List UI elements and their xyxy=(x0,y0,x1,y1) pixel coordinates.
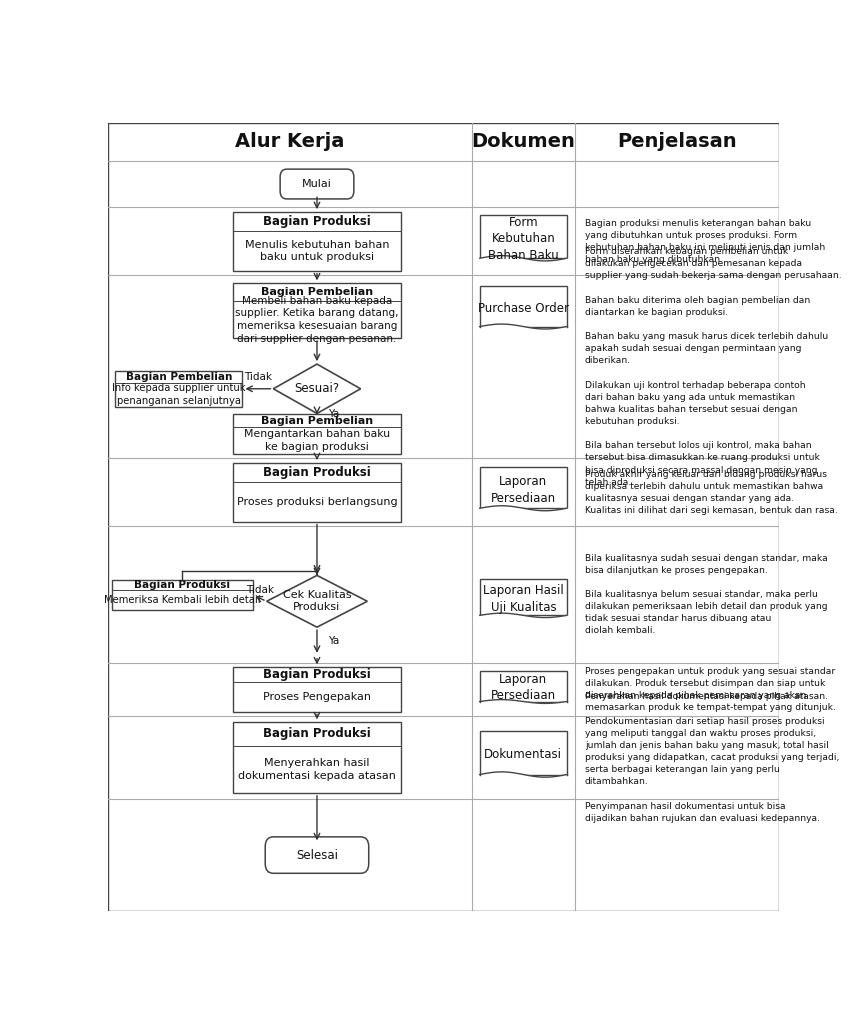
Text: Cek Kualitas
Produksi: Cek Kualitas Produksi xyxy=(282,591,352,612)
Text: Tidak: Tidak xyxy=(246,585,274,595)
Bar xyxy=(480,731,567,774)
Text: Bagian produksi menulis keterangan bahan baku
yang dibutuhkan untuk proses produ: Bagian produksi menulis keterangan bahan… xyxy=(585,219,825,264)
Text: Tidak: Tidak xyxy=(244,372,272,382)
FancyBboxPatch shape xyxy=(265,837,369,873)
Text: Bagian Produksi: Bagian Produksi xyxy=(263,727,371,740)
Bar xyxy=(233,463,401,521)
Text: Laporan
Persediaan: Laporan Persediaan xyxy=(491,475,556,505)
Text: Bagian Produksi: Bagian Produksi xyxy=(263,215,371,228)
Text: Bagian Produksi: Bagian Produksi xyxy=(134,580,230,590)
Text: Dokumentasi: Dokumentasi xyxy=(484,749,562,762)
Text: Proses pengepakan untuk produk yang sesuai standar
dilakukan. Produk tersebut di: Proses pengepakan untuk produk yang sesu… xyxy=(585,667,836,713)
Text: Bagian Produksi: Bagian Produksi xyxy=(263,668,371,681)
Polygon shape xyxy=(267,575,367,627)
Text: Menyerahkan hasil
dokumentasi kepada atasan: Menyerahkan hasil dokumentasi kepada ata… xyxy=(238,758,396,780)
Bar xyxy=(480,671,567,701)
Bar xyxy=(233,722,401,793)
Text: Memeriksa Kembali lebih detail: Memeriksa Kembali lebih detail xyxy=(104,595,261,605)
Text: Bagian Pembelian: Bagian Pembelian xyxy=(261,416,373,426)
Text: Mulai: Mulai xyxy=(302,179,332,189)
Text: Bagian Pembelian: Bagian Pembelian xyxy=(126,372,232,382)
Bar xyxy=(480,467,567,508)
Bar xyxy=(233,284,401,338)
Text: Info kepada supplier untuk
penanganan selanjutnya: Info kepada supplier untuk penanganan se… xyxy=(112,383,245,407)
Text: Bagian Pembelian: Bagian Pembelian xyxy=(261,288,373,297)
Text: Purchase Order: Purchase Order xyxy=(478,302,569,314)
Text: Form
Kebutuhan
Bahan Baku: Form Kebutuhan Bahan Baku xyxy=(488,216,559,262)
Bar xyxy=(233,212,401,270)
Text: Mengantarkan bahan baku
ke bagian produksi: Mengantarkan bahan baku ke bagian produk… xyxy=(244,429,390,453)
Bar xyxy=(480,286,567,327)
Text: Penjelasan: Penjelasan xyxy=(617,132,737,152)
Polygon shape xyxy=(274,365,360,414)
Text: Bagian Produksi: Bagian Produksi xyxy=(263,466,371,479)
Text: Laporan
Persediaan: Laporan Persediaan xyxy=(491,673,556,702)
FancyBboxPatch shape xyxy=(280,169,354,199)
Text: Ya: Ya xyxy=(328,637,339,646)
Text: Proses Pengepakan: Proses Pengepakan xyxy=(263,692,371,701)
Text: Ya: Ya xyxy=(328,409,339,419)
Bar xyxy=(480,580,567,615)
Text: Laporan Hasil
Uji Kualitas: Laporan Hasil Uji Kualitas xyxy=(483,585,564,613)
Bar xyxy=(233,414,401,455)
Text: Form diserahkan kebagian pembelian untuk
dilakukan pengecekan dan pemesanan kepa: Form diserahkan kebagian pembelian untuk… xyxy=(585,247,842,486)
Bar xyxy=(233,668,401,712)
Text: Membeli bahan baku kepada
supplier. Ketika barang datang,
memeriksa kesesuaian b: Membeli bahan baku kepada supplier. Keti… xyxy=(236,296,398,344)
Text: Proses produksi berlangsung: Proses produksi berlangsung xyxy=(236,497,397,507)
Text: Menulis kebutuhan bahan
baku untuk produksi: Menulis kebutuhan bahan baku untuk produ… xyxy=(245,240,389,262)
Text: Alur Kerja: Alur Kerja xyxy=(236,132,345,152)
Bar xyxy=(112,580,253,610)
Bar xyxy=(115,371,242,408)
Text: Bila kualitasnya sudah sesuai dengan standar, maka
bisa dilanjutkan ke proses pe: Bila kualitasnya sudah sesuai dengan sta… xyxy=(585,554,828,636)
Text: Produk akhir yang keluar dari bidang produksi harus
diperiksa terlebih dahulu un: Produk akhir yang keluar dari bidang pro… xyxy=(585,470,837,515)
Text: Sesuai?: Sesuai? xyxy=(294,382,339,395)
Bar xyxy=(480,215,567,258)
Text: Penyerahan hasil dokumentasi kepada pihak atasan.

Pendokumentasian dari setiap : Penyerahan hasil dokumentasi kepada piha… xyxy=(585,692,839,823)
Text: Selesai: Selesai xyxy=(296,849,338,861)
Text: Dokumen: Dokumen xyxy=(471,132,575,152)
